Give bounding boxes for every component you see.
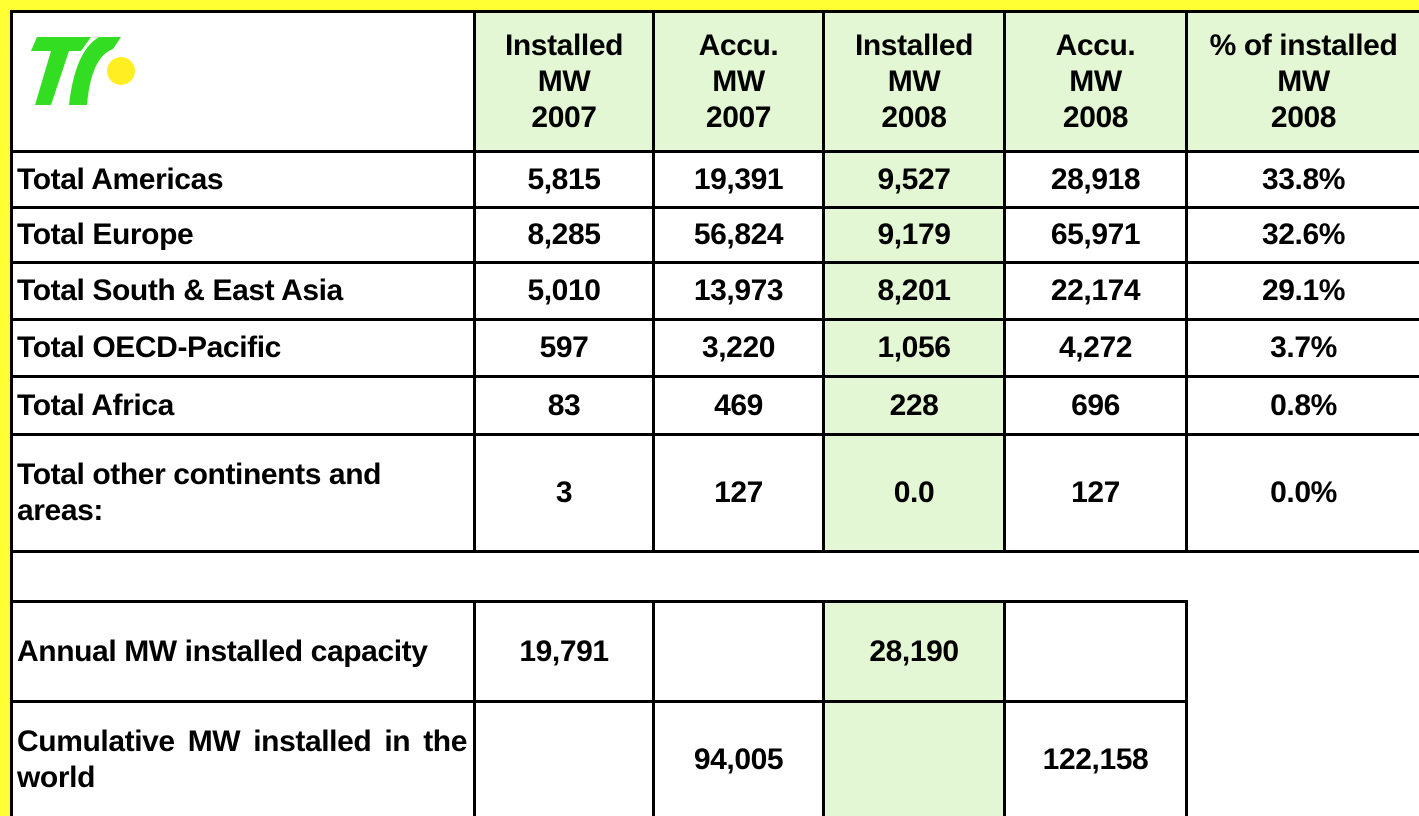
header-line: 2007 xyxy=(531,100,597,134)
cell: 5,815 xyxy=(473,150,655,209)
cell xyxy=(652,600,825,703)
cell: 122,158 xyxy=(1003,700,1188,816)
header-line: % of installed xyxy=(1209,28,1398,62)
row-label: Cumulative MW installed in the world xyxy=(10,700,476,816)
blank xyxy=(1187,702,1419,816)
cell: 3.7% xyxy=(1185,318,1419,378)
row-label: Total OECD-Pacific xyxy=(10,318,476,378)
cell: 19,791 xyxy=(473,600,655,703)
cell: 19,391 xyxy=(652,150,825,209)
header-line: 2008 xyxy=(881,100,947,134)
logo xyxy=(31,37,135,105)
data-row: Total Europe 8,285 56,824 9,179 65,971 32.6% xyxy=(10,206,1419,264)
column-header: Accu. MW 2008 xyxy=(1003,10,1188,153)
cell xyxy=(1003,600,1188,703)
header-line: 2008 xyxy=(1270,100,1337,134)
row-label: Total Africa xyxy=(10,375,476,436)
spacer xyxy=(10,550,1419,602)
cell: 4,272 xyxy=(1003,318,1188,378)
row-label: Total South & East Asia xyxy=(10,261,476,321)
logo-cell xyxy=(10,10,476,153)
cell: 9,527 xyxy=(822,150,1006,209)
cell: 696 xyxy=(1003,375,1188,436)
row-label: Total Americas xyxy=(10,150,476,209)
row-label: Total other continents and areas: xyxy=(10,433,476,553)
cell xyxy=(473,700,655,816)
cell: 469 xyxy=(652,375,825,436)
cell: 29.1% xyxy=(1185,261,1419,321)
header-line: Accu. xyxy=(1055,28,1136,62)
cell: 5,010 xyxy=(473,261,655,321)
summary-row: Cumulative MW installed in the world 94,0… xyxy=(10,700,1419,816)
yellow-stripe xyxy=(0,0,1419,10)
cell: 83 xyxy=(473,375,655,436)
cell: 1,056 xyxy=(822,318,1006,378)
header-line: Installed xyxy=(504,28,624,62)
cell: 94,005 xyxy=(652,700,825,816)
data-row: Total Africa 83 469 228 696 0.8% xyxy=(10,375,1419,436)
header-line: MW xyxy=(887,64,941,98)
cell xyxy=(822,700,1006,816)
cell: 9,179 xyxy=(822,206,1006,264)
cell: 0.8% xyxy=(1185,375,1419,436)
cell: 0.0 xyxy=(822,433,1006,553)
yellow-stripe xyxy=(0,0,10,816)
header-line: MW xyxy=(537,64,591,98)
cell: 33.8% xyxy=(1185,150,1419,209)
summary-row: Annual MW installed capacity 19,791 28,190 xyxy=(10,600,1419,703)
header-line: 2007 xyxy=(705,100,772,134)
cell: 228 xyxy=(822,375,1006,436)
cell: 13,973 xyxy=(652,261,825,321)
data-row: Total South & East Asia 5,010 13,973 8,201 2… xyxy=(10,261,1419,321)
cell: 32.6% xyxy=(1185,206,1419,264)
cell: 8,201 xyxy=(822,261,1006,321)
row-label: Total Europe xyxy=(10,206,476,264)
column-header: Installed MW 2008 xyxy=(822,10,1006,153)
cell: 56,824 xyxy=(652,206,825,264)
column-header: Installed MW 2007 xyxy=(473,10,655,153)
header-line: 2008 xyxy=(1062,100,1129,134)
cell: 127 xyxy=(1003,433,1188,553)
row-label: Annual MW installed capacity xyxy=(10,600,476,703)
cell: 3 xyxy=(473,433,655,553)
header-line: Installed xyxy=(854,28,974,62)
cell: 0.0% xyxy=(1185,433,1419,553)
column-header: % of installed MW 2008 xyxy=(1185,10,1419,153)
header-row: Installed MW 2007 Accu. MW 2007 Installed MW 200… xyxy=(10,10,1419,153)
cell: 127 xyxy=(652,433,825,553)
data-row: Total Americas 5,815 19,391 9,527 28,918 33.8… xyxy=(10,150,1419,209)
cell: 22,174 xyxy=(1003,261,1188,321)
cell: 28,918 xyxy=(1003,150,1188,209)
header-line: MW xyxy=(1069,64,1122,98)
data-row: Total other continents and areas: 3 127 0.0… xyxy=(10,433,1419,553)
wind-table: Installed MW 2007 Accu. MW 2007 Installed MW 200… xyxy=(10,10,1419,816)
cell: 8,285 xyxy=(473,206,655,264)
header-line: MW xyxy=(712,64,765,98)
data-row: Total OECD-Pacific 597 3,220 1,056 4,272 3.7% xyxy=(10,318,1419,378)
column-header: Accu. MW 2007 xyxy=(652,10,825,153)
header-line: MW xyxy=(1277,64,1330,98)
cell: 597 xyxy=(473,318,655,378)
blank xyxy=(1187,602,1419,702)
spacer-row xyxy=(10,550,1419,602)
header-line: Accu. xyxy=(698,28,779,62)
cell: 65,971 xyxy=(1003,206,1188,264)
cell: 28,190 xyxy=(822,600,1006,703)
cell: 3,220 xyxy=(652,318,825,378)
